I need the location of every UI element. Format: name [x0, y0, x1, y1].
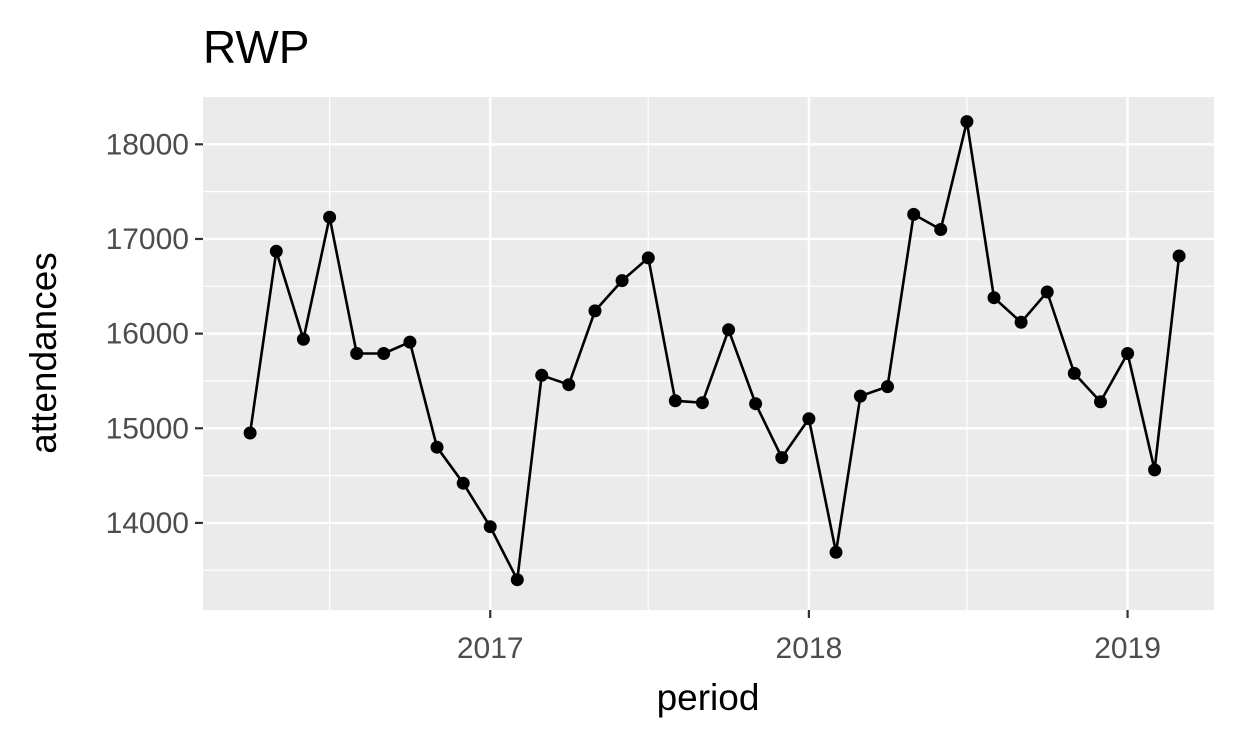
y-axis: 14000 15000 16000 17000 18000	[106, 128, 203, 540]
data-point	[615, 274, 629, 288]
data-point	[562, 378, 576, 392]
data-point	[881, 380, 894, 394]
data-point	[430, 440, 444, 454]
y-tick-label: 14000	[106, 507, 189, 540]
x-axis: 2017 2018 2019	[457, 610, 1161, 665]
data-point	[829, 545, 843, 559]
data-point	[775, 451, 789, 465]
data-point	[1121, 347, 1135, 360]
data-point	[456, 476, 470, 490]
data-point	[695, 396, 709, 410]
data-point	[323, 210, 337, 224]
data-point	[1148, 463, 1162, 477]
data-point	[269, 244, 283, 258]
data-point	[641, 251, 655, 265]
y-tick-label: 17000	[106, 223, 189, 256]
data-point	[535, 368, 549, 382]
data-point	[907, 207, 921, 221]
data-point	[243, 426, 257, 440]
data-point	[1014, 315, 1028, 329]
data-point	[377, 347, 391, 360]
data-point	[722, 323, 736, 337]
data-point	[960, 115, 974, 129]
data-point	[853, 389, 867, 403]
data-point	[350, 347, 364, 360]
y-axis-title: attendances	[23, 252, 64, 454]
data-point	[403, 335, 417, 349]
x-tick-label: 2017	[457, 632, 524, 665]
data-point	[668, 394, 682, 408]
x-axis-title: period	[657, 677, 760, 718]
data-point	[1172, 249, 1186, 263]
data-point	[987, 291, 1001, 305]
data-point	[1067, 366, 1081, 380]
data-point	[934, 223, 948, 236]
data-point	[588, 304, 602, 318]
major-gridlines	[203, 97, 1214, 610]
data-point	[1094, 395, 1107, 409]
data-point	[1040, 285, 1054, 299]
y-tick-label: 18000	[106, 128, 189, 161]
data-point	[802, 412, 816, 426]
x-tick-label: 2018	[776, 632, 843, 665]
data-point	[296, 332, 310, 346]
data-point	[510, 573, 524, 587]
y-tick-label: 15000	[106, 412, 189, 445]
chart-title: RWP	[203, 21, 310, 73]
minor-gridlines	[203, 97, 1214, 610]
data-point	[483, 520, 497, 534]
x-tick-label: 2019	[1094, 632, 1161, 665]
y-tick-label: 16000	[106, 318, 189, 351]
series-layer	[243, 115, 1186, 587]
data-point	[749, 397, 763, 411]
